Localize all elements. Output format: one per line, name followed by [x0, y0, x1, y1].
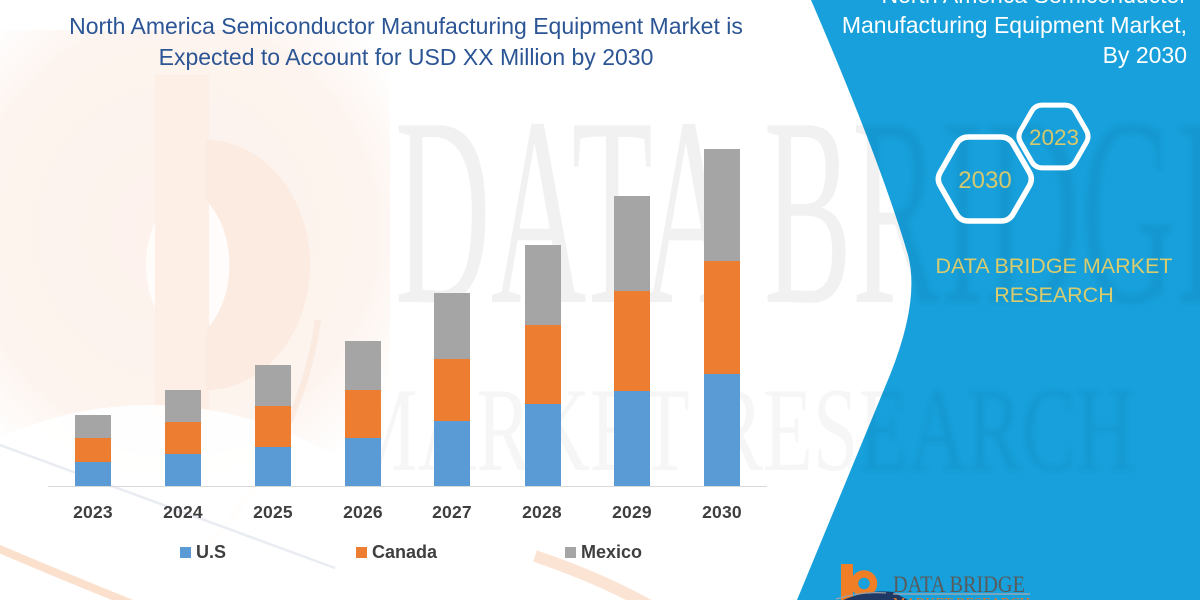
svg-text:MARKET RESEARCH: MARKET RESEARCH	[893, 596, 1030, 600]
svg-text:2023: 2023	[1029, 125, 1079, 150]
svg-text:2030: 2030	[958, 167, 1011, 194]
svg-text:DATA BRIDGE: DATA BRIDGE	[893, 572, 1025, 597]
